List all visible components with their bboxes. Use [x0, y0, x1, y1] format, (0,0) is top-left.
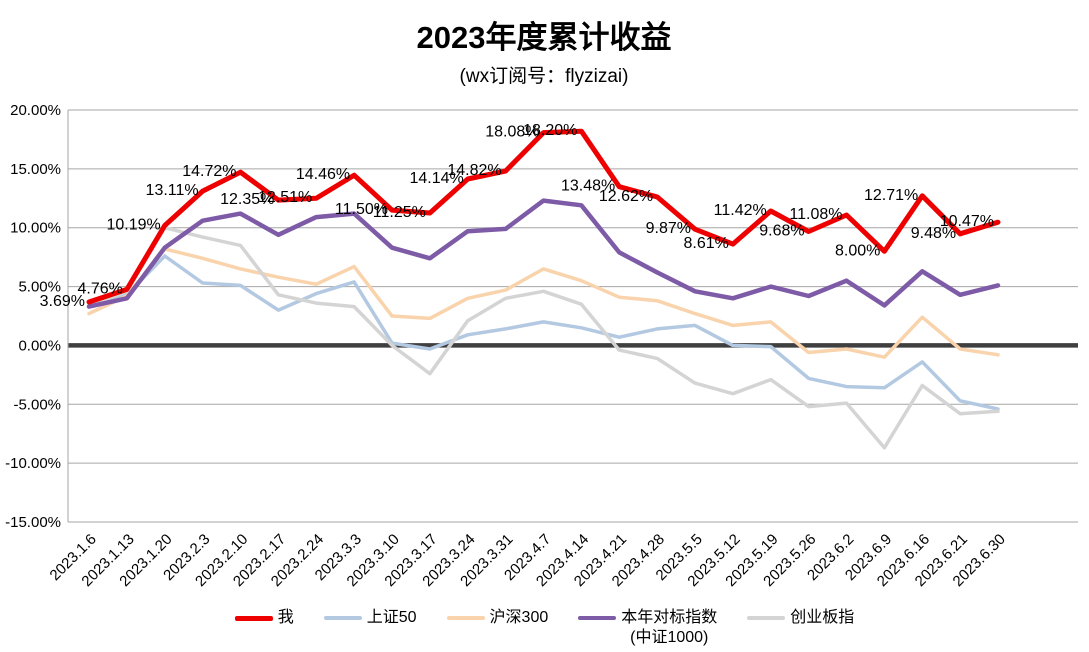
legend-swatch-benchmark-csi1000: [578, 616, 617, 620]
data-label-me: 12.35%: [220, 191, 274, 208]
y-axis-tick-label: 0.00%: [18, 337, 61, 354]
data-label-me: 18.20%: [523, 122, 577, 139]
data-label-me: 11.08%: [789, 206, 842, 223]
legend-label-me: 我: [277, 609, 294, 626]
x-axis-tick-labels: 2023.1.62023.1.132023.1.202023.2.32023.2…: [47, 531, 1009, 590]
data-label-me: 12.62%: [599, 188, 653, 205]
data-label-me: 12.71%: [864, 187, 918, 204]
legend-label-csi300: 沪深300: [489, 609, 549, 626]
y-axis-tick-label: 20.00%: [10, 102, 61, 119]
legend-label-line2-benchmark-csi1000: (中证1000): [630, 629, 709, 646]
data-label-me: 10.47%: [940, 213, 994, 230]
legend-item-chinext: 创业板指: [747, 608, 854, 628]
data-label-me: 8.00%: [835, 242, 880, 259]
legend-label-chinext: 创业板指: [790, 609, 855, 626]
data-label-me: 9.68%: [759, 222, 804, 239]
data-label-me: 9.87%: [646, 220, 691, 237]
chart-subtitle: (wx订阅号：flyzizai): [460, 65, 629, 87]
data-label-me: 10.19%: [106, 216, 160, 233]
data-label-me: 4.76%: [78, 280, 123, 297]
y-axis-tick-label: -10.00%: [5, 455, 61, 472]
data-label-me: 14.14%: [409, 170, 463, 187]
data-labels: 3.69%4.76% 10.19% 13.11% 14.72% 12.35%12.51%…: [40, 122, 994, 310]
y-axis-tick-label: -15.00%: [5, 514, 61, 531]
legend-swatch-chinext: [747, 616, 786, 620]
data-label-me: 11.42%: [714, 202, 767, 219]
series-line-csi300: [87, 247, 1000, 359]
legend-swatch-me: [234, 616, 273, 621]
data-label-me: 14.82%: [447, 162, 501, 179]
chart-title: 2023年度累计收益: [417, 20, 672, 55]
data-label-me: 13.48%: [561, 178, 615, 195]
y-axis-tick-label: -5.00%: [13, 396, 61, 413]
legend-item-csi300: 沪深300: [446, 608, 549, 628]
legend-item-sse50: 上证50: [323, 608, 417, 628]
legend-label-benchmark-csi1000: 本年对标指数 (中证1000): [621, 609, 718, 646]
series-line-chinext: [87, 225, 1000, 450]
series-lines: [86, 128, 1001, 450]
legend-item-me: 我: [234, 608, 294, 628]
y-axis-tick-label: 10.00%: [10, 220, 61, 237]
y-axis-tick-labels: 20.00% 15.00% 10.00% 5.00% 0.00% -5.00% -10.00…: [5, 102, 61, 531]
y-axis-tick-label: 5.00%: [18, 279, 61, 296]
series-line-sse50: [87, 254, 1000, 411]
data-label-me: 8.61%: [684, 235, 729, 252]
data-label-me: 9.48%: [911, 225, 956, 242]
data-label-me: 13.11%: [146, 182, 199, 199]
series-line-benchmark-csi1000: [86, 198, 1001, 309]
data-label-me: 14.46%: [296, 166, 350, 183]
legend-item-benchmark-csi1000: 本年对标指数 (中证1000): [578, 608, 717, 648]
series-line-me: [86, 128, 1001, 305]
chart-legend: 我 上证50 沪深300 本年对标指数 (中证1000) 创业板指: [0, 608, 1089, 648]
data-label-me: 11.25%: [373, 204, 426, 221]
data-label-me: 14.72%: [182, 163, 236, 180]
data-label-me: 18.08%: [485, 124, 539, 141]
data-label-me: 3.69%: [40, 293, 85, 310]
data-label-me: 11.50%: [335, 201, 388, 218]
legend-swatch-sse50: [323, 616, 362, 620]
legend-label-sse50: 上证50: [366, 609, 417, 626]
y-axis-tick-label: 15.00%: [10, 161, 61, 178]
data-label-me: 12.51%: [258, 189, 312, 206]
legend-swatch-csi300: [446, 616, 485, 620]
